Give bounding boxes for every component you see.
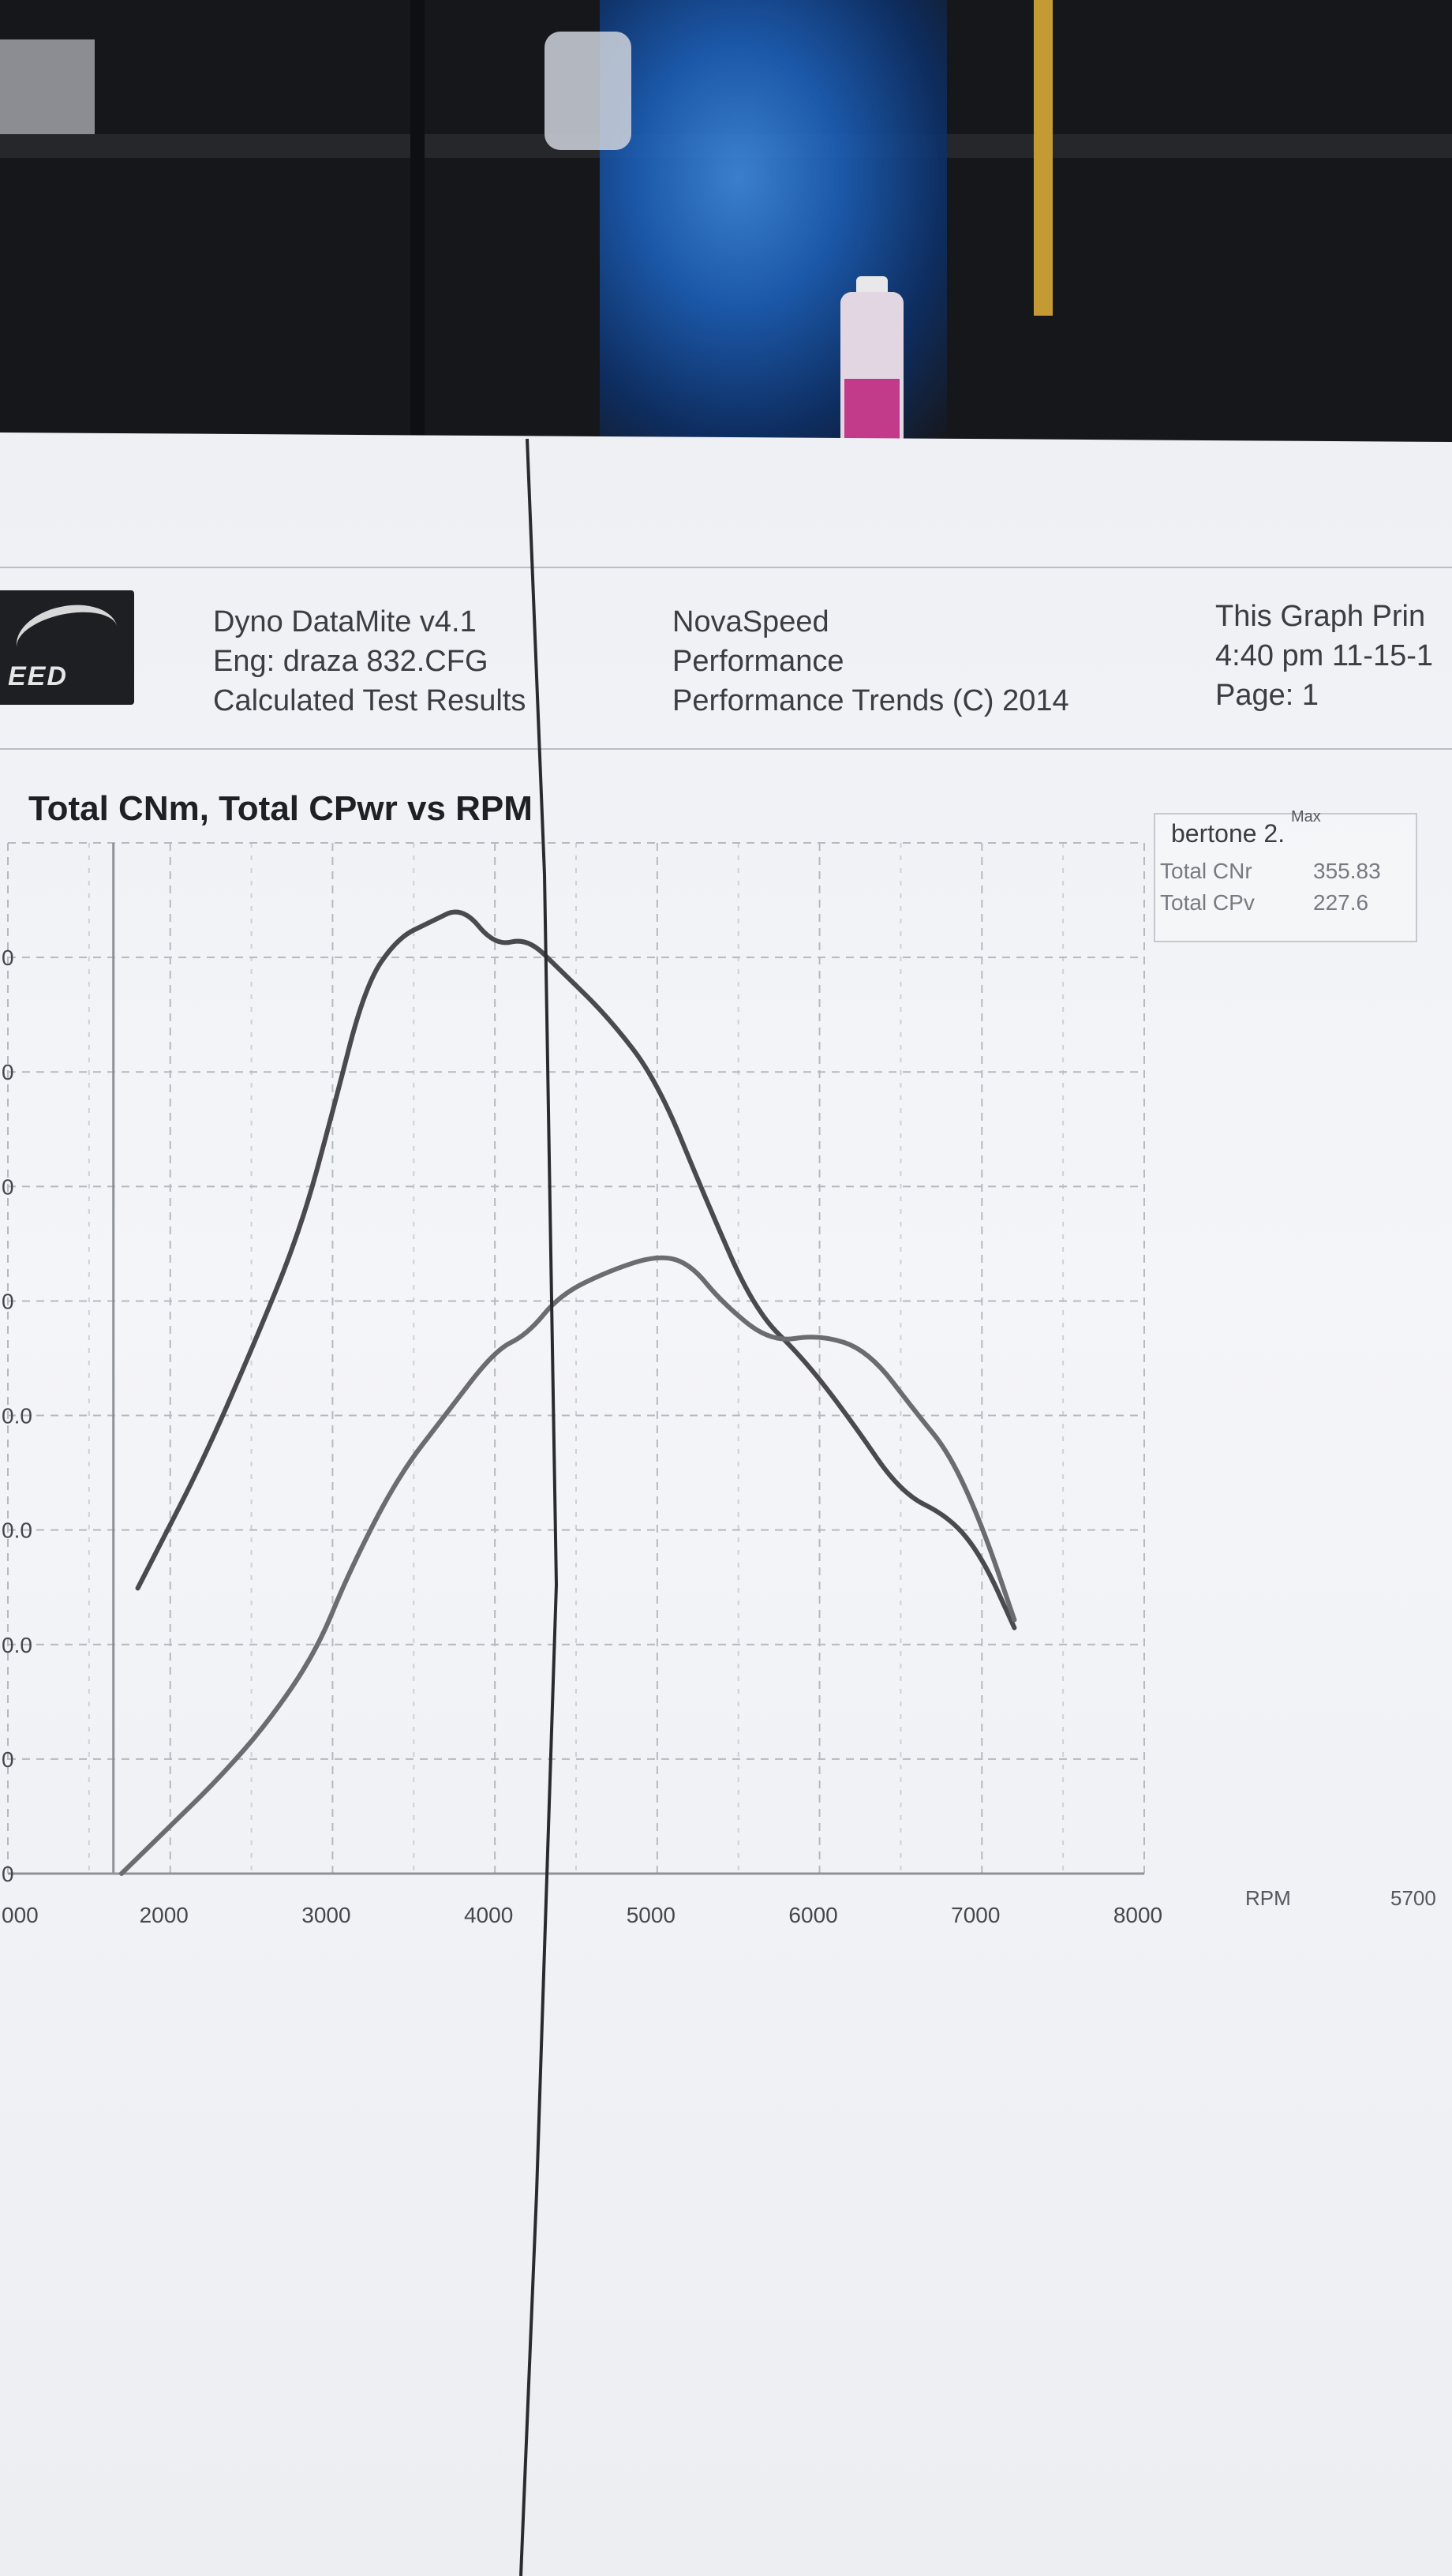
x-tick-label: 8000 (1113, 1903, 1162, 1927)
x-tick-label: 5000 (627, 1903, 675, 1927)
x-tick-label: 3000 (301, 1903, 350, 1927)
y-tick-label: 0.0 (2, 1404, 32, 1428)
background-box (0, 39, 95, 134)
y-tick-label: 0 (2, 945, 14, 970)
x-tick-label: 6000 (788, 1903, 837, 1927)
x-tick-label: 7000 (951, 1903, 1000, 1927)
logo-text: EED (8, 661, 68, 691)
y-tick-label: 0 (2, 1174, 14, 1199)
header-company: NovaSpeed (672, 605, 829, 638)
legend-entry-torque-value: 355.83 (1313, 859, 1381, 883)
y-tick-label: 0.0 (2, 1518, 32, 1543)
background-white-object (544, 32, 631, 150)
header-engine-file: Eng: draza 832.CFG (213, 645, 488, 678)
paper-fold-crease (519, 438, 559, 2576)
chart-axes (8, 843, 1144, 1875)
background-scene (0, 0, 1452, 442)
x-tick-label: 4000 (464, 1903, 513, 1927)
legend-entry-torque-label: Total CNr (1160, 859, 1252, 883)
fold-crease-line (519, 438, 559, 2576)
background-bottle-label (844, 379, 900, 442)
legend-title: bertone 2. (1171, 819, 1285, 848)
series-line-power (119, 1255, 1017, 1876)
header-app-name: Dyno DataMite v4.1 (213, 605, 477, 638)
chart-legend: bertone 2. Max Total CNr 355.83 Total CP… (1154, 808, 1417, 942)
background-yellow-post (1034, 0, 1053, 316)
chart-series (119, 909, 1017, 1876)
x-tick-label: 2000 (140, 1903, 189, 1927)
legend-entry-power-value: 227.6 (1313, 890, 1369, 915)
y-tick-label: 0.0 (2, 1633, 32, 1657)
x-tick-label: 000 (2, 1903, 39, 1927)
header-copyright: Performance Trends (C) 2014 (672, 684, 1069, 717)
y-tick-label: 0 (2, 1289, 14, 1313)
header-print-time: 4:40 pm 11-15-1 (1215, 639, 1434, 672)
x-axis-label: RPM (1245, 1886, 1291, 1910)
y-tick-label: 0 (2, 1060, 14, 1084)
x-axis-right-label: 5700 (1390, 1886, 1436, 1910)
chart-title: Total CNm, Total CPwr vs RPM (28, 789, 533, 828)
printed-sheet: EED Dyno DataMite v4.1 Eng: draza 832.CF… (0, 432, 1452, 2576)
header-bottom-rule (0, 748, 1452, 750)
header-company-sub: Performance (672, 645, 844, 678)
header-results-label: Calculated Test Results (213, 684, 526, 717)
company-logo: EED (0, 590, 134, 705)
y-tick-label: 0 (2, 1862, 14, 1886)
y-tick-label: 0 (2, 1747, 14, 1772)
chart-tick-labels: 000 2000 3000 4000 5000 6000 7000 8000000.00.00… (2, 945, 1436, 1927)
header-top-rule (0, 567, 1452, 568)
header-printed-label: This Graph Prin (1215, 600, 1426, 633)
chart-grid (7, 842, 1145, 1874)
header-page-number: Page: 1 (1215, 679, 1319, 712)
legend-entry-power-label: Total CPv (1160, 890, 1255, 915)
dyno-chart: 000 2000 3000 4000 5000 6000 7000 8000000.00.00… (2, 842, 1436, 1927)
series-line-torque (135, 909, 1017, 1631)
background-rod (410, 0, 425, 442)
legend-max-label: Max (1291, 808, 1321, 826)
